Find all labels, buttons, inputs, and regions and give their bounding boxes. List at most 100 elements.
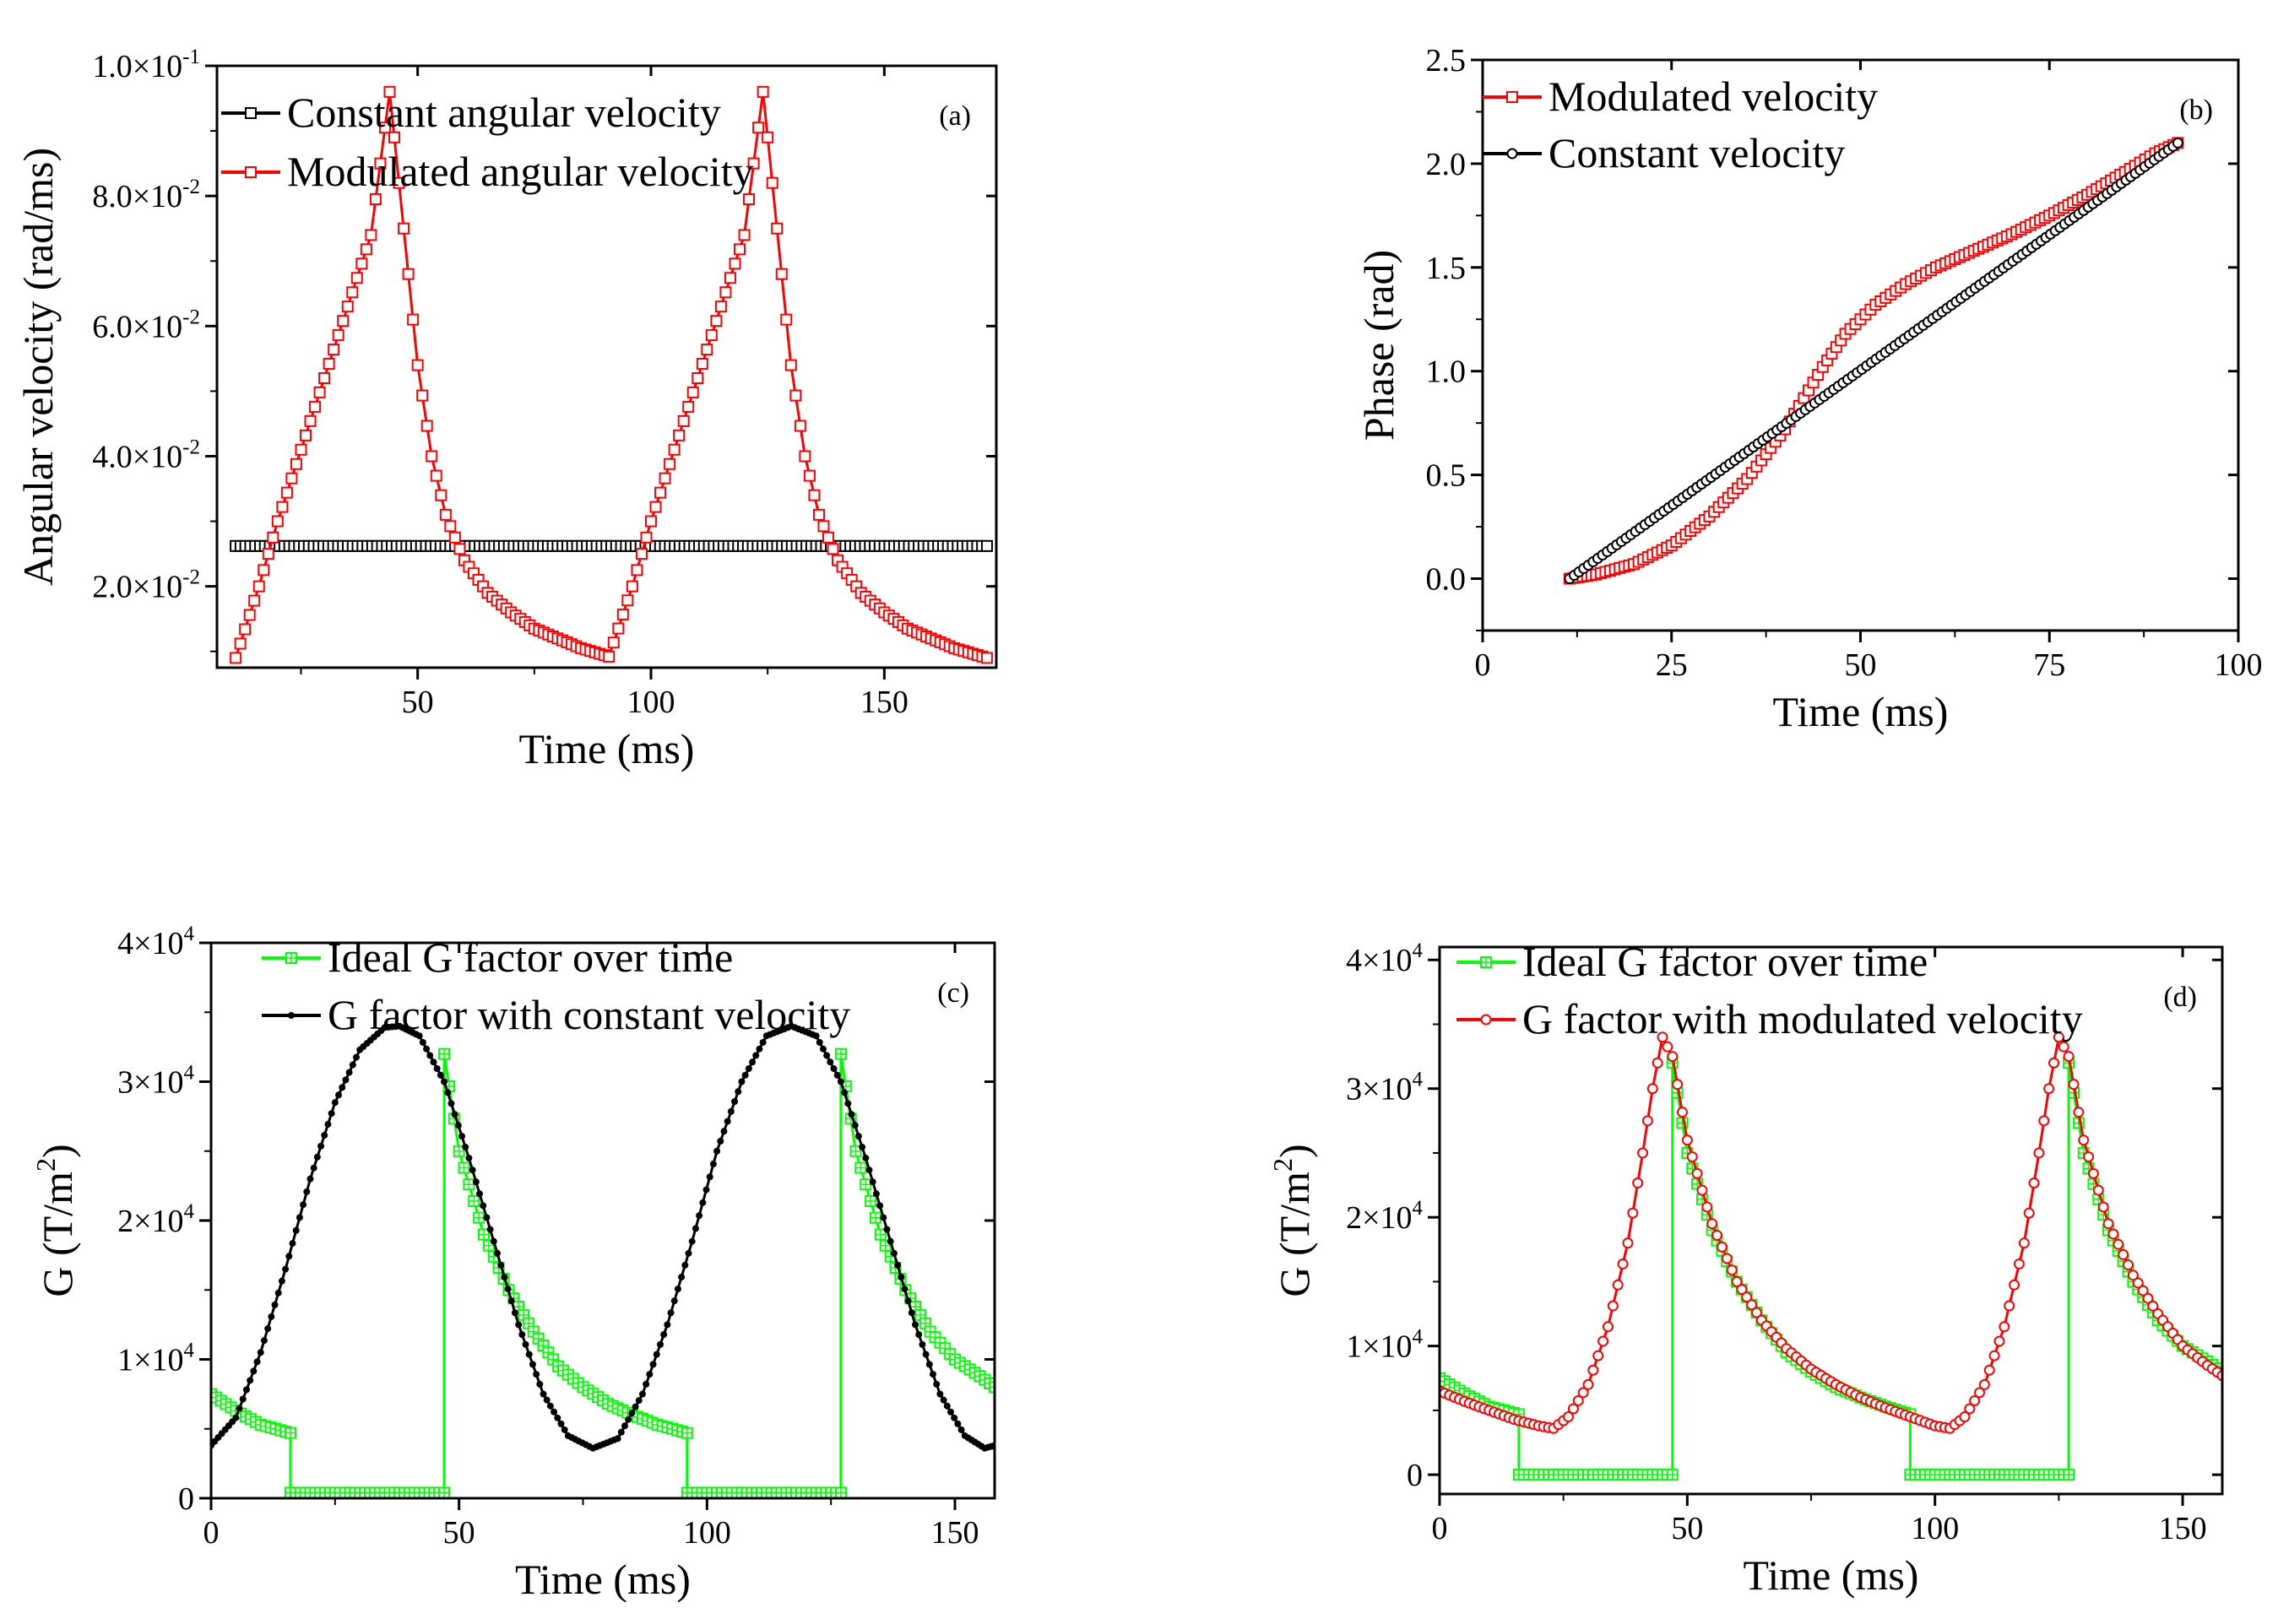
- chart-a-xtick-label-0: 50: [402, 685, 434, 720]
- chart-d-series-1-point-62: [1741, 1291, 1753, 1303]
- chart-c-series-1-point-116: [617, 1428, 625, 1436]
- chart-c-series-1-point-132: [674, 1286, 681, 1293]
- chart-c-series-1-point-81: [493, 1249, 501, 1257]
- chart-d-series-1-point-40: [1632, 1177, 1644, 1189]
- chart-c-series-1-point-189: [876, 1202, 884, 1210]
- chart-a-series-1-point-96: [677, 414, 690, 427]
- chart-d-series-1-point-128: [2068, 1079, 2080, 1091]
- chart-a-series-1-point-47: [448, 531, 461, 544]
- chart-a-series-1-point-20: [323, 358, 335, 371]
- chart-c-series-1-point-34: [328, 1110, 335, 1118]
- chart-c-series-1-point-9: [239, 1395, 247, 1403]
- chart-c-series-1-point-171: [812, 1032, 820, 1040]
- chart-d-series-1-point-142: [2137, 1285, 2149, 1296]
- chart-c-series-1-point-173: [819, 1045, 827, 1053]
- chart-c-series-1-point-72: [462, 1144, 469, 1151]
- chart-c-series-1-point-133: [678, 1273, 686, 1280]
- chart-a-series-1-point-30: [369, 193, 382, 206]
- chart-c-series-1-point-182: [851, 1122, 859, 1129]
- chart-c-series-1-point-118: [625, 1416, 632, 1423]
- chart-c-series-1-point-147: [727, 1107, 735, 1115]
- chart-a-series-1-point-102: [705, 329, 718, 342]
- chart-c-series-1-point-14: [257, 1349, 264, 1356]
- chart-c-series-1-point-32: [321, 1131, 328, 1139]
- chart-b-ytick-label-2: 1.0: [1426, 355, 1467, 390]
- chart-a-xtick-label-1: 100: [627, 685, 675, 720]
- chart-a-series-1-point-8: [267, 531, 279, 544]
- chart-c-series-1-point-152: [745, 1064, 752, 1072]
- chart-d-series-1-point-50: [1681, 1134, 1693, 1146]
- chart-b-xlabel: Time (ms): [1773, 688, 1949, 735]
- chart-a-series-1-point-80: [603, 650, 616, 663]
- chart-a-series-1-point-97: [682, 400, 695, 413]
- chart-c-series-1-point-122: [638, 1390, 646, 1398]
- chart-c-series-1-point-209: [946, 1408, 954, 1416]
- chart-c-series-0-point-98-cross: [681, 1427, 692, 1438]
- chart-a-series-1-point-42: [426, 450, 438, 463]
- chart-c-series-0-point-136-cross: [860, 1179, 871, 1190]
- chart-c-series-1-point-11: [247, 1377, 254, 1384]
- chart-c-series-1-point-77: [480, 1202, 487, 1210]
- chart-a-series-1-point-109: [738, 229, 751, 241]
- chart-c-series-1-point-150: [738, 1078, 746, 1085]
- chart-d-series-1-point-63: [1746, 1299, 1758, 1311]
- chart-c-series-1-point-138: [696, 1212, 703, 1220]
- chart-c-series-1-point-24: [292, 1226, 300, 1234]
- chart-d-series-1-point-30: [1582, 1378, 1594, 1390]
- chart-c-series-1-point-185: [862, 1154, 870, 1161]
- chart-a-series-1-point-104: [714, 300, 727, 313]
- chart-a-series-1-point-89: [645, 515, 658, 528]
- chart-a-series-1-point-45: [439, 508, 452, 521]
- chart-d-series-1-point-52: [1691, 1167, 1703, 1179]
- chart-c-series-1-point-153: [749, 1058, 757, 1066]
- chart-a-series-1-point-3: [243, 609, 256, 621]
- chart-d-series-1-point-32: [1592, 1350, 1604, 1361]
- chart-c-series-1-point-124: [646, 1371, 654, 1378]
- chart-c-series-1-point-198: [908, 1309, 915, 1317]
- chart-c-series-1-point-26: [300, 1201, 307, 1209]
- chart-c-legend-0-label: Ideal G factor over time: [328, 934, 733, 981]
- chart-c-panel-label: (c): [937, 977, 969, 1009]
- chart-d-series-0-point-48-cross: [1667, 1470, 1678, 1481]
- chart-c-series-0-point-48-cross: [439, 1487, 450, 1498]
- chart-c-xlabel: Time (ms): [515, 1556, 691, 1603]
- chart-c-series-1-point-201: [919, 1340, 926, 1348]
- chart-a-series-1-point-7: [262, 548, 274, 560]
- chart-a-series-1-point-126: [817, 520, 830, 533]
- chart-b: 0 25 50 75 100 0.0 0.5 1.0 1.5 2.0 2.5 Time (ms) Pha…: [1355, 43, 2263, 735]
- chart-c-series-1-point-181: [848, 1111, 855, 1118]
- chart-b-xtick-label-2: 50: [1845, 647, 1877, 683]
- chart-b-ytick-label-5: 2.5: [1426, 43, 1467, 78]
- chart-c-series-1-point-18: [271, 1301, 279, 1308]
- chart-a-series-1-point-4: [248, 594, 261, 607]
- chart-c-series-1-point-179: [841, 1089, 849, 1096]
- chart-c-series-1-point-126: [653, 1351, 660, 1358]
- chart-c-series-1-point-39: [345, 1069, 353, 1076]
- chart-c-series-1-point-79: [486, 1226, 494, 1233]
- chart-c-series-1-point-62: [426, 1052, 434, 1059]
- chart-c-series-1-point-178: [837, 1078, 844, 1085]
- chart-d-series-1-point-64: [1750, 1307, 1762, 1318]
- chart-d-series-1-point-130: [2078, 1134, 2090, 1146]
- chart-c-series-1-point-67: [444, 1089, 452, 1096]
- chart-a-series-1-point-1: [234, 637, 247, 650]
- chart-a-series-1-point-110: [743, 193, 756, 206]
- chart-c-series-0-point-54-cross: [464, 1179, 475, 1190]
- chart-c-series-1-point-115: [614, 1435, 621, 1443]
- chart-d-series-1-point-60: [1731, 1275, 1743, 1287]
- chart-c-series-1-point-88: [518, 1331, 526, 1339]
- chart-c-series-1-point-27: [303, 1188, 311, 1195]
- chart-d-series-1-point-137: [2113, 1238, 2124, 1250]
- chart-c-series-1-point-22: [285, 1253, 293, 1260]
- chart-d-series-1-point-51: [1686, 1151, 1698, 1163]
- chart-b-ytick-label-1: 0.5: [1426, 458, 1467, 494]
- chart-c-series-1-point-120: [632, 1403, 639, 1410]
- chart-a-series-1-point-23: [337, 315, 350, 328]
- chart-c: 0 50 100 150 0 1×104 2×104 3×104 4×104 Time (ms) G…: [30, 923, 996, 1603]
- chart-a-series-1-point-85: [626, 580, 638, 593]
- chart-a-ylabel: Angular velocity (rad/ms): [14, 148, 62, 586]
- chart-c-legend-1-label: G factor with constant velocity: [328, 991, 850, 1038]
- chart-d-series-1-point-28: [1572, 1394, 1584, 1406]
- chart-c-series-0-point-55-cross: [469, 1195, 480, 1206]
